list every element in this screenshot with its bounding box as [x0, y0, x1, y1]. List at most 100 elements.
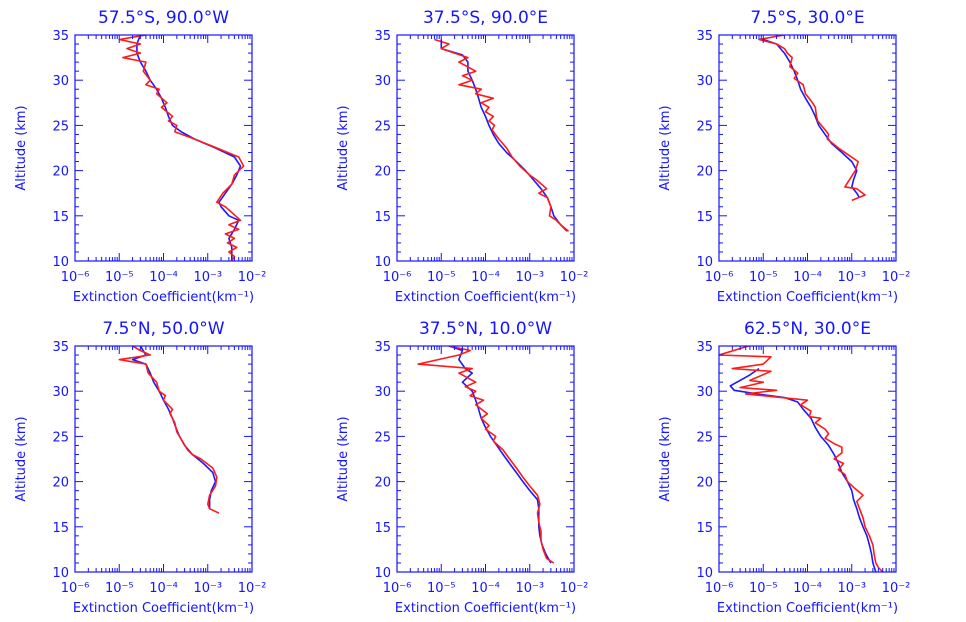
x-tick-label: 10⁻³ — [193, 581, 222, 596]
y-tick-label: 30 — [374, 385, 391, 400]
x-axis-label: Extinction Coefficient(km⁻¹) — [717, 290, 898, 305]
y-tick-label: 20 — [696, 165, 713, 180]
x-tick-label: 10⁻² — [560, 270, 589, 285]
x-tick-label: 10⁻⁴ — [149, 270, 178, 285]
y-tick-label: 30 — [696, 385, 713, 400]
series-line-1 — [136, 35, 242, 261]
y-tick-label: 25 — [52, 430, 69, 445]
x-tick-label: 10⁻⁵ — [749, 270, 778, 285]
y-axis-label: Altitude (km) — [658, 105, 673, 190]
series-line-2 — [719, 346, 884, 572]
y-tick-label: 20 — [374, 476, 391, 491]
x-tick-label: 10⁻³ — [515, 270, 544, 285]
panel-5: 37.5°N, 10.0°W Altitude (km) Extinction Co… — [336, 319, 589, 616]
x-tick-label: 10⁻⁶ — [705, 270, 734, 285]
y-tick-label: 30 — [374, 74, 391, 89]
y-axis-label: Altitude (km) — [14, 105, 29, 190]
y-tick-label: 10 — [374, 255, 391, 270]
panel-2: 37.5°S, 90.0°E Altitude (km) Extinction Co… — [336, 8, 589, 305]
x-tick-label: 10⁻⁴ — [793, 581, 822, 596]
x-axis-label: Extinction Coefficient(km⁻¹) — [73, 290, 254, 305]
plot-frame — [396, 345, 575, 573]
x-tick-label: 10⁻⁶ — [61, 581, 90, 596]
y-axis-label: Altitude (km) — [336, 105, 351, 190]
y-tick-label: 35 — [696, 340, 713, 355]
series-line-1 — [448, 346, 552, 564]
panel-3: 7.5°S, 30.0°E Altitude (km) Extinction Coe… — [658, 8, 911, 305]
y-axis-label: Altitude (km) — [14, 416, 29, 501]
x-tick-label: 10⁻⁵ — [749, 581, 778, 596]
x-tick-label: 10⁻⁴ — [471, 270, 500, 285]
series-group — [758, 35, 866, 202]
panel-4: 7.5°N, 50.0°W Altitude (km) Extinction Coe… — [14, 319, 267, 616]
y-tick-label: 35 — [374, 340, 391, 355]
series-group — [118, 346, 220, 514]
y-tick-label: 35 — [374, 29, 391, 44]
panel-1: 57.5°S, 90.0°W Altitude (km) Extinction Co… — [14, 8, 267, 305]
series-line-2 — [118, 35, 245, 261]
x-tick-label: 10⁻² — [238, 270, 267, 285]
y-tick-label: 10 — [52, 255, 69, 270]
x-tick-label: 10⁻² — [560, 581, 589, 596]
plot-frame — [396, 34, 575, 262]
x-tick-label: 10⁻² — [882, 270, 911, 285]
series-line-1 — [440, 39, 568, 232]
plot-title: 62.5°N, 30.0°E — [744, 319, 871, 339]
x-tick-label: 10⁻³ — [837, 270, 866, 285]
y-tick-label: 15 — [696, 521, 713, 536]
x-tick-label: 10⁻² — [882, 581, 911, 596]
y-tick-label: 30 — [52, 74, 69, 89]
x-tick-label: 10⁻³ — [193, 270, 222, 285]
x-tick-label: 10⁻⁶ — [383, 581, 412, 596]
plot-title: 37.5°S, 90.0°E — [423, 8, 548, 28]
x-tick-label: 10⁻⁵ — [105, 581, 134, 596]
x-tick-label: 10⁻⁶ — [61, 270, 90, 285]
plot-frame — [718, 34, 897, 262]
series-line-1 — [131, 346, 217, 509]
x-axis-label: Extinction Coefficient(km⁻¹) — [395, 290, 576, 305]
x-tick-label: 10⁻⁴ — [149, 581, 178, 596]
series-line-2 — [417, 346, 555, 564]
series-group — [434, 38, 570, 232]
x-tick-label: 10⁻³ — [837, 581, 866, 596]
y-tick-label: 30 — [696, 74, 713, 89]
y-tick-label: 10 — [696, 255, 713, 270]
plot-frame — [74, 34, 253, 262]
x-tick-label: 10⁻⁵ — [427, 581, 456, 596]
y-tick-label: 25 — [374, 430, 391, 445]
series-line-2 — [758, 35, 866, 202]
plot-title: 57.5°S, 90.0°W — [98, 8, 229, 28]
y-tick-label: 30 — [52, 385, 69, 400]
plot-title: 37.5°N, 10.0°W — [419, 319, 552, 339]
y-tick-label: 20 — [374, 165, 391, 180]
y-tick-label: 35 — [52, 29, 69, 44]
y-tick-label: 10 — [696, 566, 713, 581]
x-tick-label: 10⁻⁶ — [383, 270, 412, 285]
y-axis-label: Altitude (km) — [336, 416, 351, 501]
series-line-2 — [118, 346, 220, 514]
x-tick-label: 10⁻³ — [515, 581, 544, 596]
y-tick-label: 25 — [374, 119, 391, 134]
panel-6: 62.5°N, 30.0°E Altitude (km) Extinction Co… — [658, 319, 911, 616]
x-tick-label: 10⁻⁵ — [105, 270, 134, 285]
x-tick-label: 10⁻² — [238, 581, 267, 596]
y-tick-label: 15 — [374, 521, 391, 536]
y-tick-label: 15 — [374, 210, 391, 225]
y-tick-label: 25 — [52, 119, 69, 134]
y-axis-label: Altitude (km) — [658, 416, 673, 501]
series-group — [417, 346, 555, 564]
x-tick-label: 10⁻⁴ — [471, 581, 500, 596]
series-line-2 — [434, 38, 570, 232]
y-tick-label: 10 — [52, 566, 69, 581]
x-axis-label: Extinction Coefficient(km⁻¹) — [717, 601, 898, 616]
y-tick-label: 25 — [696, 119, 713, 134]
plot-title: 7.5°N, 50.0°W — [102, 319, 224, 339]
y-tick-label: 35 — [696, 29, 713, 44]
y-tick-label: 20 — [52, 476, 69, 491]
series-group — [118, 35, 245, 261]
y-tick-label: 15 — [52, 210, 69, 225]
plot-frame — [74, 345, 253, 573]
y-tick-label: 15 — [52, 521, 69, 536]
series-line-1 — [763, 38, 861, 199]
